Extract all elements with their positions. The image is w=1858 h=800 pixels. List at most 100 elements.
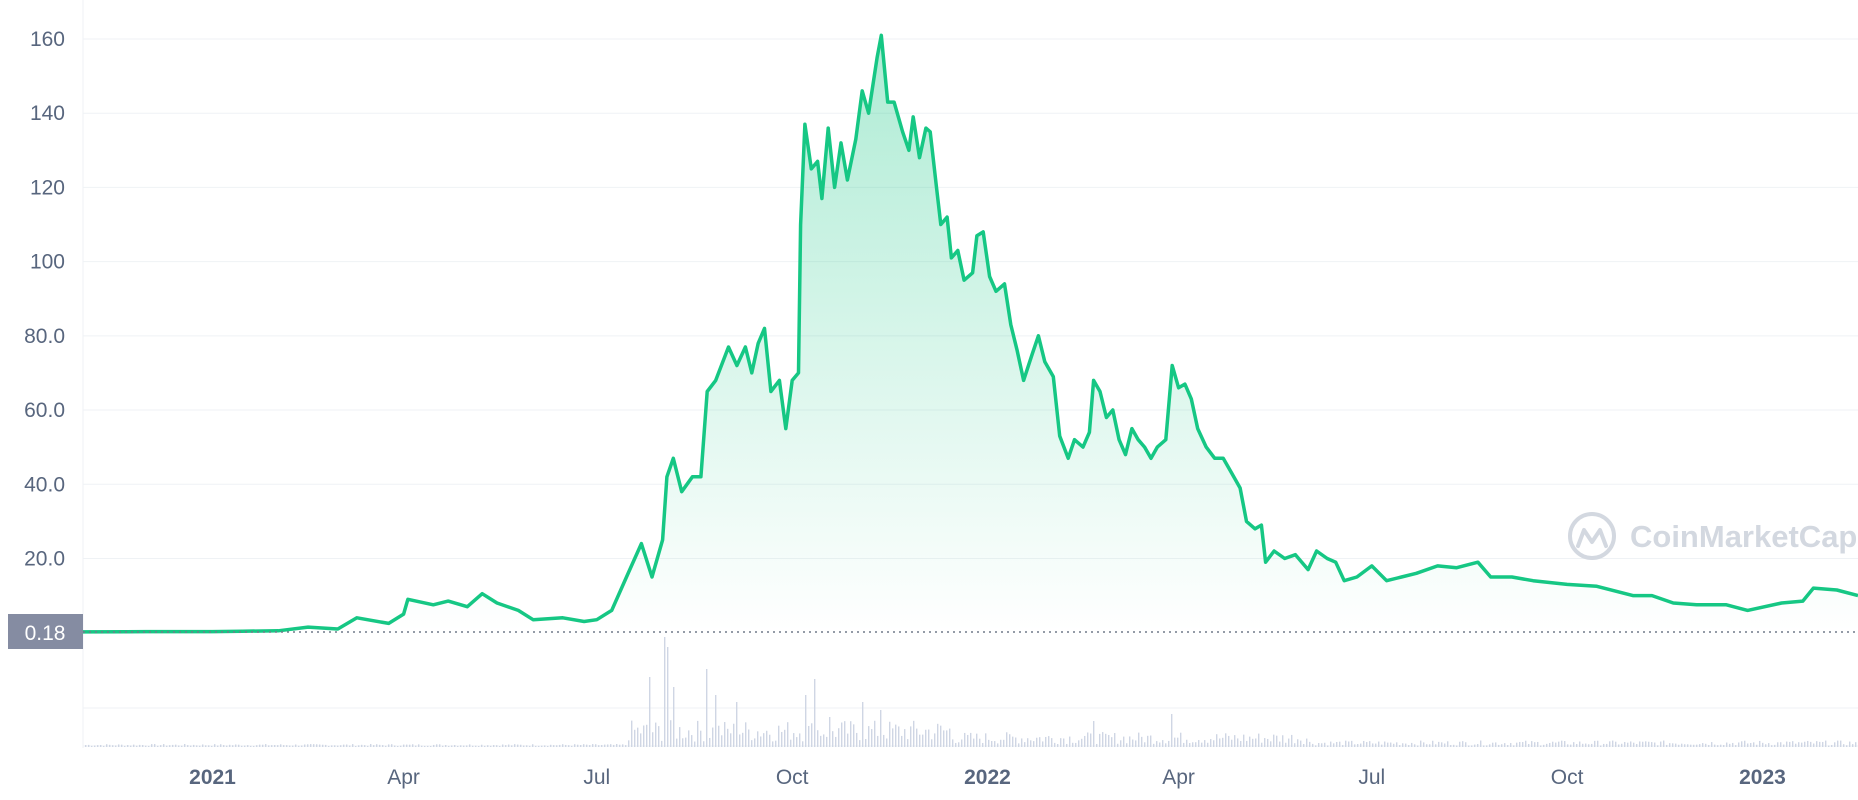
- volume-bar: [1528, 743, 1530, 747]
- volume-bar: [1543, 744, 1545, 747]
- volume-bar: [262, 744, 264, 747]
- volume-bar: [1009, 734, 1011, 747]
- volume-bar: [1015, 737, 1017, 747]
- volume-bar: [775, 740, 777, 747]
- volume-bar: [1381, 744, 1383, 747]
- volume-bar: [1633, 742, 1635, 747]
- volume-bar: [1219, 738, 1221, 747]
- volume-bar: [868, 726, 870, 747]
- volume-bar: [1648, 741, 1650, 747]
- volume-bar: [1126, 743, 1128, 747]
- volume-bar: [1153, 743, 1155, 747]
- volume-bar: [1363, 740, 1365, 747]
- x-tick-label: Apr: [1162, 766, 1195, 789]
- volume-bar: [682, 738, 684, 747]
- volume-bar: [1120, 740, 1122, 747]
- volume-bar: [1759, 740, 1761, 747]
- volume-bar: [1468, 745, 1470, 747]
- volume-bar: [778, 725, 780, 747]
- volume-bar: [1654, 742, 1656, 747]
- volume-bar: [1216, 734, 1218, 747]
- volume-bar: [115, 745, 117, 747]
- volume-bar: [1054, 742, 1056, 747]
- volume-bar: [1252, 738, 1254, 747]
- volume-bar: [1168, 740, 1170, 747]
- volume-bar: [1408, 745, 1410, 747]
- volume-bar: [1099, 733, 1101, 747]
- volume-bar: [808, 725, 810, 747]
- volume-bar: [1222, 737, 1224, 747]
- volume-bar: [1360, 743, 1362, 747]
- volume-bar: [1393, 743, 1395, 747]
- volume-bar: [1189, 743, 1191, 747]
- volume-bar: [1258, 733, 1260, 747]
- volume-bar: [478, 745, 480, 747]
- volume-bar: [1717, 745, 1719, 747]
- volume-bar: [1471, 745, 1473, 747]
- volume-bar: [1849, 741, 1851, 747]
- volume-bar: [109, 744, 111, 747]
- volume-bar: [223, 745, 225, 747]
- volume-bar: [1336, 741, 1338, 747]
- volume-bar: [1825, 740, 1827, 747]
- volume-bar: [661, 740, 663, 747]
- volume-bar: [1270, 741, 1272, 747]
- volume-bar: [547, 745, 549, 747]
- volume-bar: [817, 730, 819, 747]
- volume-bar: [487, 745, 489, 747]
- volume-bar: [1591, 743, 1593, 747]
- volume-bar: [1282, 735, 1284, 747]
- volume-bar: [187, 745, 189, 747]
- volume-bar: [835, 736, 837, 747]
- volume-bar: [1213, 740, 1215, 747]
- volume-bar: [1069, 736, 1071, 747]
- volume-bar: [151, 744, 153, 747]
- volume-bar: [610, 744, 612, 747]
- volume-bar: [241, 745, 243, 747]
- volume-bar: [97, 745, 99, 747]
- x-tick-label: Jul: [583, 766, 610, 789]
- volume-bar: [529, 745, 531, 747]
- volume-bar: [1276, 735, 1278, 747]
- volume-bar: [232, 745, 234, 747]
- volume-bar: [1852, 744, 1854, 747]
- volume-bar: [1462, 741, 1464, 747]
- volume-bar: [418, 744, 420, 747]
- volume-bar: [508, 744, 510, 747]
- volume-bar: [1678, 744, 1680, 747]
- volume-bar: [712, 727, 714, 747]
- volume-bar: [1303, 743, 1305, 747]
- volume-bar: [1330, 741, 1332, 747]
- volume-bar: [229, 744, 231, 747]
- volume-bar: [1306, 738, 1308, 747]
- volume-bar: [1144, 742, 1146, 747]
- volume-bar: [373, 745, 375, 747]
- volume-bar: [889, 721, 891, 747]
- volume-bar: [958, 742, 960, 747]
- volume-bar: [250, 745, 252, 747]
- volume-bar: [1693, 744, 1695, 747]
- volume-bar: [739, 734, 741, 747]
- volume-bar: [895, 724, 897, 747]
- volume-bar: [763, 733, 765, 747]
- volume-bar: [340, 745, 342, 747]
- volume-bar: [751, 740, 753, 747]
- volume-bar: [451, 745, 453, 747]
- volume-bar: [334, 745, 336, 747]
- volume-bar: [532, 744, 534, 747]
- volume-bar: [973, 738, 975, 747]
- volume-bar: [814, 679, 816, 747]
- volume-bar: [841, 722, 843, 747]
- volume-bar: [1318, 743, 1320, 747]
- x-tick-label: Jul: [1358, 766, 1385, 789]
- volume-bar: [142, 745, 144, 747]
- volume-bar: [679, 727, 681, 747]
- volume-bar: [520, 744, 522, 747]
- x-axis-ticks: 2021 Apr Jul Oct 2022 Apr Jul Oct 2023: [189, 766, 1786, 789]
- volume-bar: [1720, 744, 1722, 747]
- volume-bar: [982, 742, 984, 747]
- volume-bar: [412, 744, 414, 747]
- volume-bar: [1351, 740, 1353, 747]
